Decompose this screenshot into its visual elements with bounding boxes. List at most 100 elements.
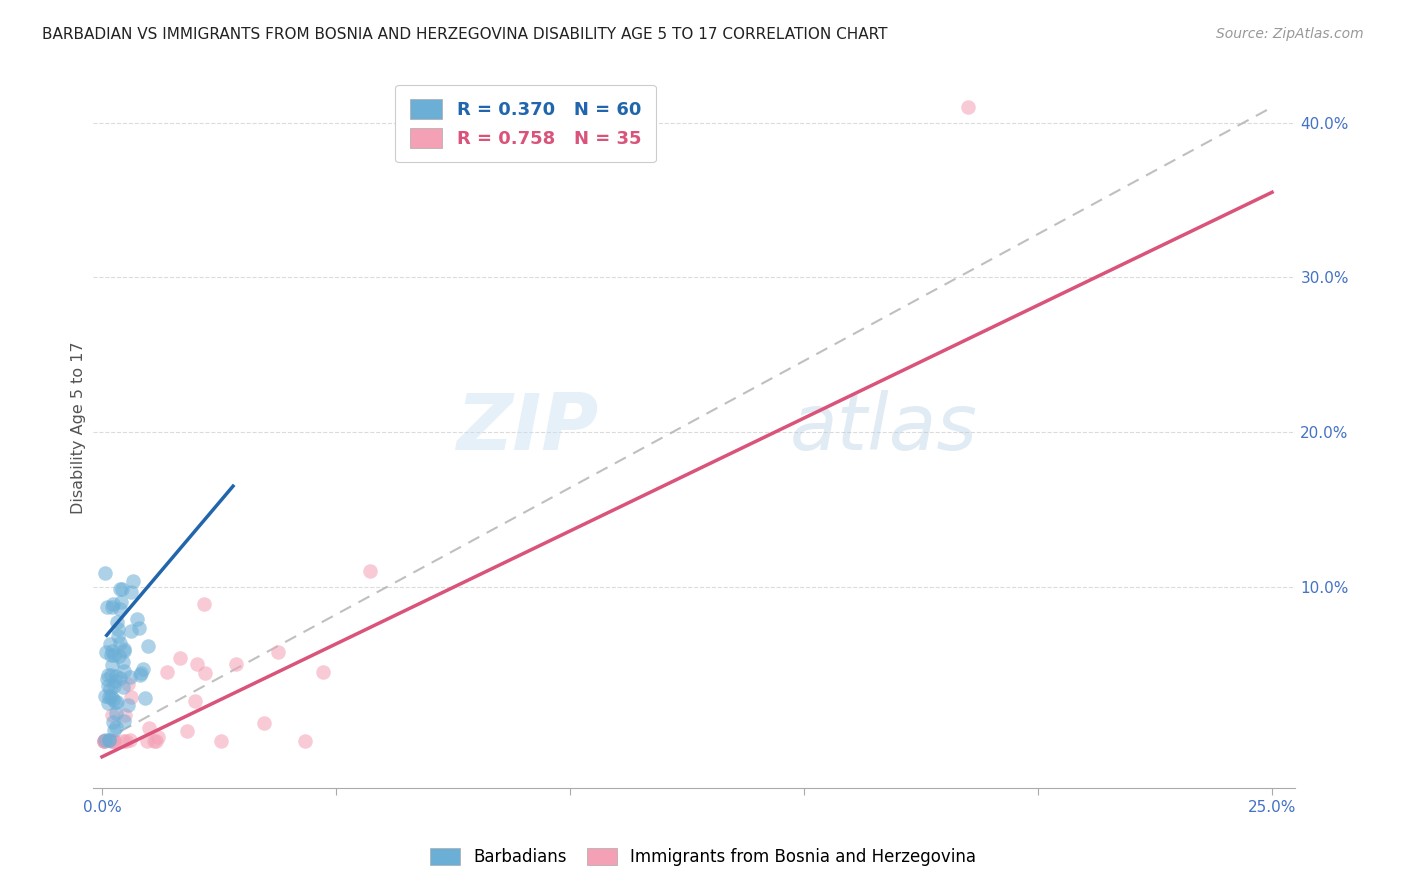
Point <box>117 698 139 712</box>
Point <box>112 664 135 678</box>
Point <box>112 734 135 748</box>
Point <box>186 657 208 671</box>
Point <box>105 706 128 720</box>
Legend: Barbadians, Immigrants from Bosnia and Herzegovina: Barbadians, Immigrants from Bosnia and H… <box>422 840 984 875</box>
Point <box>142 734 165 748</box>
Point <box>267 644 290 658</box>
Y-axis label: Disability Age 5 to 17: Disability Age 5 to 17 <box>72 342 86 515</box>
Point <box>253 715 276 730</box>
Point <box>108 602 131 616</box>
Point <box>112 655 135 669</box>
Point <box>120 670 142 684</box>
Point <box>100 658 122 673</box>
Point <box>98 637 121 651</box>
Point <box>107 622 129 636</box>
Point <box>93 734 115 748</box>
Point <box>101 715 124 730</box>
Text: ZIP: ZIP <box>456 390 598 467</box>
Point <box>97 696 120 710</box>
Point <box>125 612 148 626</box>
Point <box>108 648 131 663</box>
Point <box>169 650 191 665</box>
Point <box>101 707 124 722</box>
Point <box>176 724 198 739</box>
Point <box>209 734 232 748</box>
Point <box>118 733 141 747</box>
Point <box>103 692 125 706</box>
Legend: R = 0.370   N = 60, R = 0.758   N = 35: R = 0.370 N = 60, R = 0.758 N = 35 <box>395 85 655 162</box>
Point <box>108 636 131 650</box>
Point <box>120 624 142 639</box>
Point <box>112 644 135 658</box>
Point <box>120 585 142 599</box>
Text: BARBADIAN VS IMMIGRANTS FROM BOSNIA AND HERZEGOVINA DISABILITY AGE 5 TO 17 CORRE: BARBADIAN VS IMMIGRANTS FROM BOSNIA AND … <box>42 27 887 42</box>
Point <box>156 665 179 680</box>
Point <box>98 681 121 696</box>
Point <box>101 599 124 614</box>
Point <box>93 734 115 748</box>
Point <box>294 734 316 748</box>
Point <box>134 690 156 705</box>
Point <box>132 662 155 676</box>
Point <box>148 731 170 745</box>
Point <box>359 564 381 578</box>
Point <box>225 657 247 671</box>
Point <box>94 689 117 703</box>
Point <box>117 677 139 691</box>
Point <box>145 734 167 748</box>
Point <box>103 723 125 737</box>
Point <box>97 668 120 682</box>
Point <box>135 734 157 748</box>
Point <box>129 665 152 680</box>
Point <box>136 639 159 653</box>
Point <box>112 641 135 656</box>
Text: Source: ZipAtlas.com: Source: ZipAtlas.com <box>1216 27 1364 41</box>
Point <box>101 734 124 748</box>
Point <box>112 680 135 694</box>
Point <box>138 721 160 735</box>
Point <box>111 582 134 597</box>
Point <box>96 673 118 687</box>
Point <box>101 597 124 611</box>
Point <box>312 665 335 680</box>
Point <box>105 669 128 683</box>
Point <box>956 100 979 114</box>
Point <box>100 667 122 681</box>
Point <box>105 695 128 709</box>
Point <box>104 695 127 709</box>
Point <box>100 689 122 703</box>
Point <box>105 720 128 734</box>
Point <box>114 714 136 729</box>
Point <box>94 732 117 747</box>
Point <box>93 734 115 748</box>
Point <box>100 648 122 663</box>
Point <box>98 732 121 747</box>
Point <box>114 707 136 722</box>
Point <box>193 598 215 612</box>
Point <box>97 690 120 704</box>
Point <box>103 648 125 663</box>
Point <box>108 582 131 597</box>
Point <box>121 574 143 588</box>
Point <box>194 666 217 681</box>
Point <box>103 734 125 748</box>
Point <box>94 645 117 659</box>
Point <box>120 690 142 705</box>
Point <box>107 615 129 629</box>
Point <box>103 679 125 693</box>
Point <box>97 679 120 693</box>
Point <box>101 644 124 658</box>
Point <box>96 599 118 614</box>
Point <box>94 566 117 580</box>
Point <box>128 621 150 635</box>
Point <box>107 629 129 643</box>
Point <box>100 734 122 748</box>
Point <box>104 673 127 688</box>
Point <box>108 671 131 685</box>
Text: atlas: atlas <box>790 390 979 467</box>
Point <box>98 732 121 747</box>
Point <box>183 694 205 708</box>
Point <box>115 734 138 748</box>
Point <box>128 667 150 681</box>
Point <box>110 595 132 609</box>
